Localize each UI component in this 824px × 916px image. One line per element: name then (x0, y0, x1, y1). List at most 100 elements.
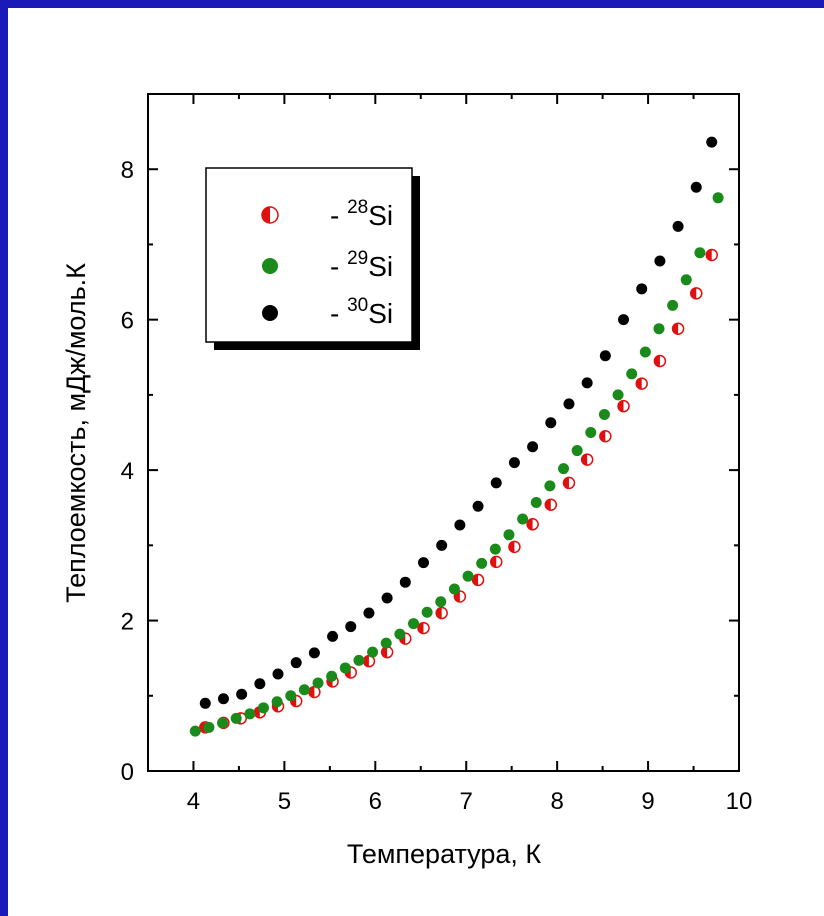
x-tick-labels: 4 5 6 7 8 9 10 (187, 788, 753, 815)
data-point (363, 607, 375, 619)
data-point (690, 181, 702, 193)
data-point (618, 314, 630, 326)
data-point (448, 583, 460, 595)
x-tick-label: 6 (369, 788, 382, 815)
data-point (345, 621, 357, 633)
data-point (312, 677, 324, 689)
x-tick-label: 10 (726, 788, 753, 815)
y-tick-label: 4 (121, 458, 134, 485)
data-point (653, 354, 667, 368)
y-tick-labels: 0 2 4 6 8 (121, 157, 134, 786)
data-point (562, 476, 576, 490)
data-point (407, 618, 419, 630)
data-point (667, 299, 679, 311)
data-point (503, 529, 515, 541)
data-point (598, 408, 610, 420)
data-point (362, 654, 376, 668)
data-point (472, 500, 484, 512)
data-point (380, 637, 392, 649)
data-point (612, 389, 624, 401)
x-tick-label: 8 (550, 788, 563, 815)
data-point (654, 255, 666, 267)
data-point (380, 645, 394, 659)
data-point (639, 346, 651, 358)
data-point (712, 192, 724, 204)
data-point (435, 596, 447, 608)
x-tick-label: 4 (187, 788, 200, 815)
slide-frame: 4 5 6 7 8 9 10 0 2 4 6 8 Температура, К Теплоемкос… (8, 8, 824, 916)
data-point (672, 220, 684, 232)
data-point (217, 717, 229, 729)
series-si-28 (199, 248, 718, 734)
data-point (257, 702, 269, 714)
heat-capacity-chart: 4 5 6 7 8 9 10 0 2 4 6 8 Температура, К Теплоемкос… (61, 93, 753, 869)
data-point (476, 557, 488, 569)
data-point (508, 540, 521, 554)
data-point (694, 247, 706, 259)
legend-marker-si-29 (262, 258, 278, 274)
data-point (381, 592, 393, 604)
data-point (527, 441, 539, 453)
data-point (544, 498, 558, 511)
legend-marker-si-30 (262, 305, 278, 321)
legend-label-si-28: - 28Si (330, 197, 393, 231)
y-tick-label: 6 (121, 308, 134, 335)
data-point (526, 518, 539, 531)
data-point (435, 606, 448, 620)
axis-ticks (147, 93, 740, 772)
data-point (508, 457, 520, 469)
data-point (706, 136, 718, 148)
data-point (399, 576, 411, 588)
data-point (421, 606, 433, 618)
data-point (671, 322, 685, 335)
data-point (417, 557, 429, 569)
data-point (544, 480, 556, 492)
data-point (189, 725, 201, 737)
data-point (203, 721, 215, 733)
legend: - 28Si - 29Si - 30Si (205, 167, 420, 350)
y-axis-label: Теплоемкость, мДж/моль.К (61, 263, 91, 603)
data-point (254, 678, 266, 690)
data-point (462, 570, 474, 582)
data-point (489, 555, 503, 569)
data-point (517, 513, 529, 525)
data-point (339, 662, 351, 674)
y-tick-label: 2 (121, 609, 134, 636)
data-point (636, 283, 648, 295)
data-point (271, 696, 283, 708)
data-point (680, 274, 692, 286)
data-point (490, 477, 502, 489)
data-point (272, 668, 284, 680)
data-point (690, 287, 703, 300)
data-point (581, 377, 593, 389)
data-point (599, 350, 611, 362)
data-point (285, 690, 297, 702)
data-point (308, 647, 320, 659)
data-point (353, 654, 365, 666)
plot-area (147, 93, 740, 772)
series-si-29 (189, 192, 724, 737)
legend-label-si-29: - 29Si (330, 248, 393, 282)
legend-marker-si-28 (261, 206, 279, 224)
legend-label-si-30: - 30Si (330, 295, 393, 329)
data-point (705, 248, 718, 262)
series-si-30 (199, 136, 718, 709)
data-point (563, 398, 575, 410)
x-axis-label: Температура, К (347, 839, 542, 869)
data-point (436, 539, 448, 551)
data-point (580, 453, 594, 466)
data-point (653, 323, 665, 335)
data-point (585, 427, 597, 438)
data-point (236, 688, 248, 700)
data-point (454, 519, 466, 531)
data-point (530, 496, 542, 508)
data-point (394, 628, 406, 640)
data-point (327, 630, 339, 642)
x-tick-label: 7 (460, 788, 473, 815)
data-point (635, 377, 648, 390)
data-point (471, 573, 485, 587)
data-point (298, 684, 310, 696)
data-point (558, 463, 570, 475)
data-point (626, 368, 638, 380)
data-point (417, 621, 430, 635)
